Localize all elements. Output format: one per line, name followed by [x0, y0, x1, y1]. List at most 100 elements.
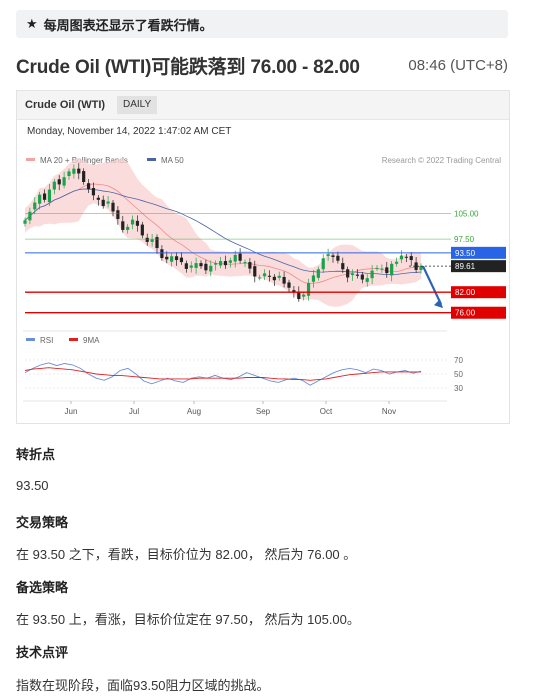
- legend-bb-label: MA 20 + Bollinger Bands: [40, 156, 128, 165]
- candle-body: [233, 254, 237, 262]
- x-tick-label: Sep: [256, 407, 271, 416]
- level-tag: [451, 286, 506, 299]
- candle-body: [135, 220, 140, 226]
- candle-body: [145, 237, 149, 242]
- chart-copyright: Research © 2022 Trading Central: [382, 156, 502, 165]
- section-heading-comment: 技术点评: [16, 645, 69, 660]
- candle-body: [116, 210, 120, 219]
- candle-body: [38, 194, 42, 204]
- candle-body: [184, 263, 188, 269]
- section-heading-strategy: 交易策略: [16, 515, 69, 530]
- candle-body: [380, 268, 384, 270]
- candle-body: [174, 256, 179, 261]
- candle-body: [96, 197, 100, 200]
- candle-body: [194, 263, 198, 268]
- section-body-comment: 指数在现阶段，面临93.50阻力区域的挑战。: [16, 678, 270, 693]
- forecast-arrow-head: [434, 299, 443, 309]
- candle-body: [86, 183, 91, 190]
- level-label: 97.50: [454, 235, 475, 244]
- legend-ma50-swatch: [147, 158, 156, 161]
- legend-bb-swatch: [26, 158, 35, 161]
- notice-banner: ★ 每周图表还显示了看跌行情。: [16, 10, 508, 38]
- candle-body: [170, 256, 174, 262]
- article-header: Crude Oil (WTI)可能跌落到 76.00 - 82.00 08:46…: [16, 50, 508, 80]
- candle-body: [292, 290, 296, 292]
- candle-body: [126, 226, 130, 230]
- candle-body: [52, 181, 56, 190]
- candle-body: [23, 220, 27, 224]
- timestamp: 08:46 (UTC+8): [408, 56, 508, 74]
- level-tag: [451, 306, 506, 319]
- candle-body: [419, 266, 423, 270]
- forecast-arrow-line: [422, 265, 442, 305]
- x-tick-label: Jun: [65, 407, 78, 416]
- candle-body: [189, 265, 193, 268]
- level-label: 76.00: [455, 309, 476, 318]
- rsi-tick-label: 70: [454, 356, 463, 365]
- candle-body: [218, 261, 223, 266]
- candle-body: [165, 256, 169, 260]
- candle-body: [209, 265, 213, 272]
- price-levels: 105.00 97.50 93.50 89.61 82.00 76.00: [25, 209, 506, 319]
- candle-body: [121, 221, 125, 230]
- notice-text: 每周图表还显示了看跌行情。: [43, 17, 213, 33]
- candle-body: [130, 219, 135, 225]
- candle-body: [336, 255, 340, 261]
- candle-body: [248, 262, 252, 269]
- candle-body: [228, 260, 232, 263]
- candle-body: [199, 263, 203, 267]
- candle-body: [370, 270, 374, 279]
- candle-body: [414, 262, 418, 270]
- page-title: Crude Oil (WTI)可能跌落到 76.00 - 82.00: [16, 56, 360, 78]
- legend-9ma-swatch: [69, 338, 78, 341]
- chart-card[interactable]: Crude Oil (WTI) DAILY Monday, November 1…: [16, 90, 510, 424]
- candle-body: [223, 261, 228, 266]
- price-plot: [23, 157, 443, 309]
- candle-body: [355, 274, 360, 276]
- level-label: 82.00: [455, 288, 476, 297]
- candle-body: [140, 224, 144, 236]
- section-heading-alternative: 备选策略: [16, 580, 69, 595]
- legend-ma50-label: MA 50: [161, 156, 184, 165]
- candle-body: [62, 177, 66, 186]
- chart-symbol: Crude Oil (WTI): [25, 99, 106, 111]
- candle-body: [262, 273, 267, 277]
- candle-body: [243, 262, 247, 264]
- candle-body: [77, 168, 81, 174]
- candle-body: [282, 276, 286, 284]
- candle-body: [101, 199, 105, 206]
- candle-body: [42, 193, 47, 200]
- ma50-line: [24, 188, 422, 276]
- x-tick-label: Nov: [382, 407, 396, 416]
- candle-body: [91, 187, 96, 196]
- interval-badge: DAILY: [117, 96, 158, 114]
- candle-body: [33, 202, 37, 210]
- section-body-strategy: 在 93.50 之下，看跌，目标价位为 82.00， 然后为 76.00 。: [16, 547, 357, 562]
- rsi-plot: 70 50 30: [24, 356, 463, 393]
- candle-body: [394, 261, 399, 264]
- section-body-alternative: 在 93.50 上，看涨，目标价位定在 97.50， 然后为 105.00。: [16, 612, 360, 627]
- candle-body: [106, 201, 110, 204]
- x-tick-label: Jul: [129, 407, 139, 416]
- x-tick-label: Aug: [187, 407, 201, 416]
- level-label: 89.61: [455, 262, 476, 271]
- candle-body: [67, 171, 71, 177]
- chart-datetime: Monday, November 14, 2022 1:47:02 AM CET: [27, 126, 232, 137]
- candle-body: [321, 258, 325, 270]
- candle-body: [214, 263, 218, 265]
- legend-9ma-label: 9MA: [83, 336, 100, 345]
- chart-card-header: Crude Oil (WTI) DAILY: [17, 91, 509, 120]
- candle-body: [57, 179, 61, 185]
- candle-body: [28, 211, 32, 221]
- candle-body: [272, 276, 276, 281]
- candle-body: [375, 267, 379, 269]
- level-label: 93.50: [455, 249, 476, 258]
- candle-body: [47, 189, 52, 203]
- candle-body: [326, 254, 330, 256]
- price-chart: MA 20 + Bollinger Bands MA 50 Research ©…: [23, 156, 506, 416]
- candle-body: [287, 282, 291, 288]
- level-tag: [451, 246, 506, 259]
- candle-body: [204, 263, 208, 271]
- rsi-tick-label: 50: [454, 370, 463, 379]
- x-axis: Jun Jul Aug Sep Oct Nov: [23, 400, 447, 416]
